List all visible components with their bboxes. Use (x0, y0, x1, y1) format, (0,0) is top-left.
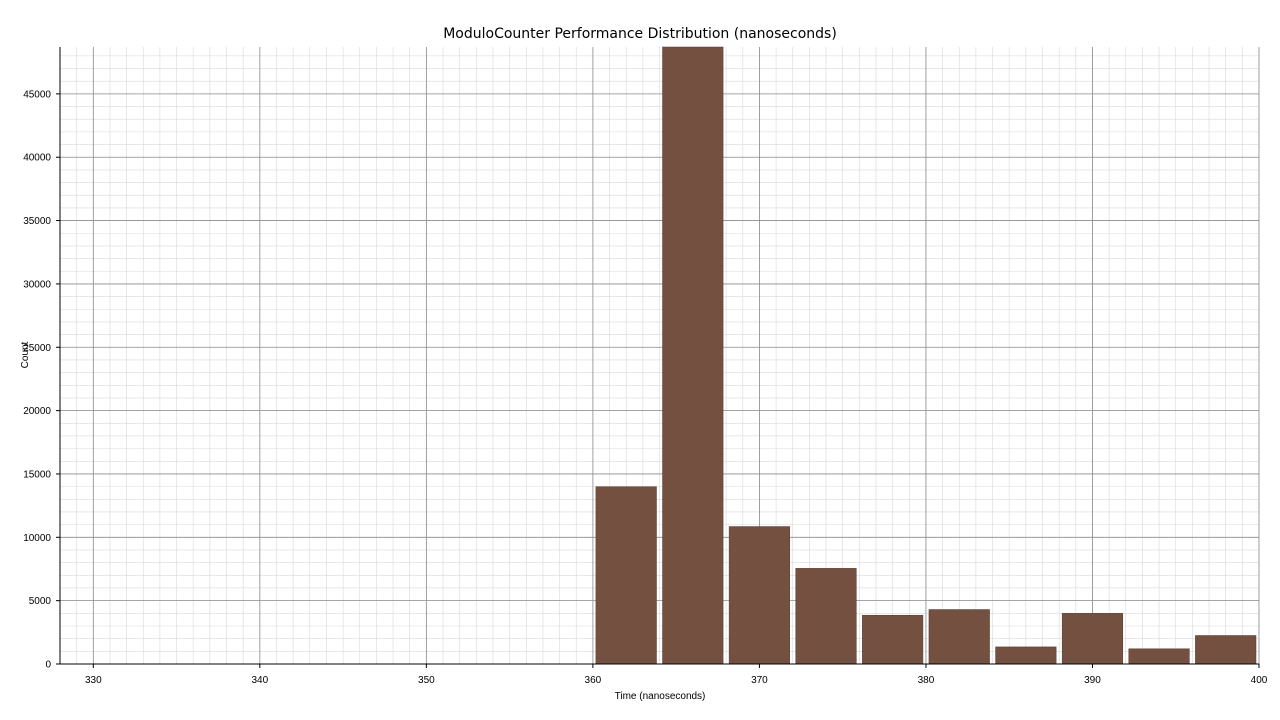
minor-grid (59, 47, 1260, 665)
y-tick-label: 15000 (23, 469, 51, 480)
histogram-bar (995, 646, 1057, 665)
x-tick-label: 370 (751, 675, 768, 686)
y-tick-label: 5000 (29, 596, 52, 607)
x-tick-label: 360 (585, 675, 602, 686)
x-tick-label: 390 (1084, 675, 1101, 686)
histogram-bar (1128, 648, 1190, 665)
y-tick-label: 35000 (23, 216, 51, 227)
x-axis-label: Time (nanoseconds) (615, 691, 706, 702)
major-grid (60, 47, 1260, 665)
x-tick-label: 400 (1251, 675, 1268, 686)
histogram-bar (1195, 635, 1257, 665)
histogram-bar (662, 46, 724, 665)
y-tick-label: 10000 (23, 533, 51, 544)
y-tick-label: 40000 (23, 153, 51, 164)
chart-title: ModuloCounter Performance Distribution (… (443, 26, 837, 42)
histogram-bar (795, 568, 857, 665)
histogram-bar (728, 526, 790, 665)
y-axis-label: Count (20, 341, 31, 368)
x-tick-label: 330 (85, 675, 102, 686)
y-tick-label: 30000 (23, 279, 51, 290)
y-tick-label: 45000 (23, 89, 51, 100)
histogram-bar (1061, 613, 1124, 665)
histogram-bar (928, 609, 990, 665)
x-tick-label: 380 (918, 675, 935, 686)
y-tick-label: 25000 (23, 343, 51, 354)
x-tick-label: 340 (251, 675, 268, 686)
tick-labels: 330 340 350 360 370 380 390 400 0 5000 10000 15000 2… (23, 89, 1268, 686)
axes (56, 47, 1260, 668)
y-tick-label: 20000 (23, 406, 51, 417)
histogram-bar (595, 486, 657, 665)
histogram-bar (862, 614, 924, 665)
x-tick-label: 350 (418, 675, 435, 686)
y-tick-label: 0 (45, 660, 51, 671)
